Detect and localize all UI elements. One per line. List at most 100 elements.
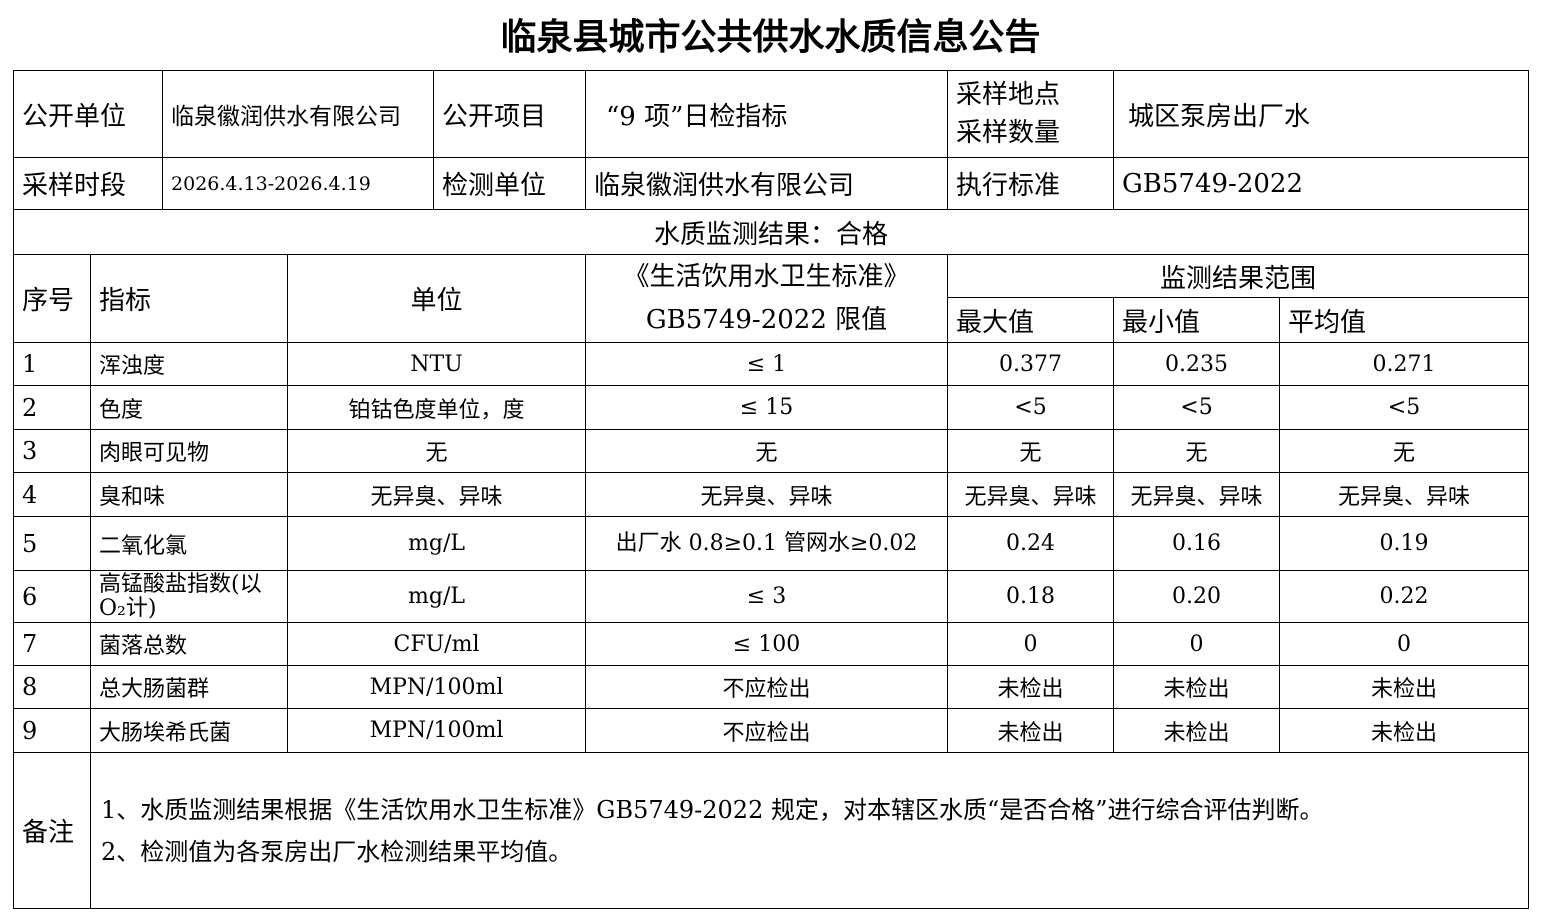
remarks-label: 备注 (13, 752, 91, 909)
header-limit-code: GB5749-2022 限值 (645, 304, 888, 335)
limit: 无异臭、异味 (585, 472, 949, 517)
period-label: 采样时段 (12, 157, 164, 210)
avg-value: 0.22 (1279, 570, 1530, 623)
min-value: 0.16 (1113, 516, 1281, 571)
row-number: 7 (13, 622, 91, 666)
indicator: 色度 (89, 385, 289, 430)
limit: 不应检出 (585, 708, 949, 753)
max-value: <5 (947, 385, 1115, 430)
water-quality-table: 公开单位 临泉徽润供水有限公司 公开项目 “9 项”日检指标 采样地点 采样数量… (12, 70, 1530, 909)
header-indicator: 指标 (89, 254, 289, 343)
table-row: 5 二氧化氯 mg/L 出厂水 0.8≥0.1 管网水≥0.02 0.24 0.16 0.1… (13, 516, 1530, 571)
sampling-label: 采样地点 采样数量 (947, 70, 1115, 158)
period-value: 2026.4.13-2026.4.19 (162, 157, 435, 210)
indicator: 大肠埃希氏菌 (89, 708, 289, 753)
header-min: 最小值 (1113, 297, 1281, 343)
table-row: 2 色度 铂钴色度单位，度 ≤ 15 <5 <5 <5 (13, 385, 1530, 430)
row-number: 4 (13, 472, 91, 517)
table-row: 9 大肠埃希氏菌 MPN/100ml 不应检出 未检出 未检出 未检出 (13, 708, 1530, 753)
min-value: 无 (1113, 429, 1281, 473)
table-row: 3 肉眼可见物无无无无无 (13, 429, 1530, 473)
header-row-1: 序号 指标 单位 《生活饮用水卫生标准》 GB5749-2022 限值 监测结果… (13, 254, 1530, 343)
table-row: 7 菌落总数 CFU/ml ≤ 100 0 0 0 (13, 622, 1530, 666)
unit: 铂钴色度单位，度 (287, 385, 587, 430)
unit: mg/L (287, 570, 587, 623)
limit: ≤ 3 (585, 570, 949, 623)
row-number: 5 (13, 516, 91, 571)
row-number: 3 (13, 429, 91, 473)
min-value: 0 (1113, 622, 1281, 666)
indicator: 肉眼可见物 (89, 429, 289, 473)
result-row: 水质监测结果：合格 (12, 209, 1530, 255)
header-limit-standard: 《生活饮用水卫生标准》 (623, 261, 910, 292)
standard-label: 执行标准 (947, 157, 1115, 210)
header-unit: 单位 (287, 254, 587, 343)
sampling-location-label: 采样地点 (956, 80, 1061, 110)
max-value: 无 (947, 429, 1115, 473)
limit: ≤ 15 (585, 385, 949, 430)
unit: MPN/100ml (287, 708, 587, 753)
table-row: 1 浑浊度 NTU ≤ 1 0.377 0.235 0.271 (13, 342, 1530, 386)
info-row-2: 采样时段 2026.4.13-2026.4.19 检测单位 临泉徽润供水有限公司… (12, 157, 1530, 210)
header-range: 监测结果范围 (947, 254, 1530, 298)
remark-1: 1、水质监测结果根据《生活饮用水卫生标准》GB5749-2022 规定，对本辖区… (101, 795, 1324, 824)
avg-value: 0 (1279, 622, 1530, 666)
max-value: 0 (947, 622, 1115, 666)
lab-label: 检测单位 (433, 157, 587, 210)
indicator: 总大肠菌群 (89, 665, 289, 709)
unit: NTU (287, 342, 587, 386)
max-value: 0.24 (947, 516, 1115, 571)
min-value: 未检出 (1113, 665, 1281, 709)
max-value: 0.377 (947, 342, 1115, 386)
avg-value: 0.271 (1279, 342, 1530, 386)
avg-value: 无异臭、异味 (1279, 472, 1530, 517)
standard-value: GB5749-2022 (1113, 157, 1530, 210)
max-value: 无异臭、异味 (947, 472, 1115, 517)
indicator: 菌落总数 (89, 622, 289, 666)
sampling-count-label: 采样数量 (956, 118, 1061, 148)
max-value: 未检出 (947, 708, 1115, 753)
indicator: 浑浊度 (89, 342, 289, 386)
avg-value: 未检出 (1279, 708, 1530, 753)
limit: 不应检出 (585, 665, 949, 709)
remarks-text: 1、水质监测结果根据《生活饮用水卫生标准》GB5749-2022 规定，对本辖区… (89, 752, 1530, 909)
avg-value: 0.19 (1279, 516, 1530, 571)
limit: ≤ 1 (585, 342, 949, 386)
header-max: 最大值 (947, 297, 1115, 343)
limit: 出厂水 0.8≥0.1 管网水≥0.02 (585, 516, 949, 571)
table-row: 6 高锰酸盐指数(以O₂计) mg/L ≤ 3 0.18 0.20 0.22 (13, 570, 1530, 623)
publisher-value: 临泉徽润供水有限公司 (162, 70, 435, 158)
remark-2: 2、检测值为各泵房出厂水检测结果平均值。 (101, 837, 573, 866)
unit: CFU/ml (287, 622, 587, 666)
unit: mg/L (287, 516, 587, 571)
remarks-row: 备注 1、水质监测结果根据《生活饮用水卫生标准》GB5749-2022 规定，对… (13, 752, 1530, 909)
row-number: 9 (13, 708, 91, 753)
indicator: 臭和味 (89, 472, 289, 517)
limit: 无 (585, 429, 949, 473)
table-row: 4 臭和味 无异臭、异味 无异臭、异味 无异臭、异味 无异臭、异味 无异臭、异味 (13, 472, 1530, 517)
row-number: 2 (13, 385, 91, 430)
item-label: 公开项目 (433, 70, 587, 158)
sampling-value: 城区泵房出厂水 (1113, 70, 1530, 158)
indicator: 高锰酸盐指数(以O₂计) (89, 570, 289, 623)
max-value: 未检出 (947, 665, 1115, 709)
header-avg: 平均值 (1279, 297, 1530, 343)
min-value: 0.235 (1113, 342, 1281, 386)
row-number: 6 (13, 570, 91, 623)
unit: 无异臭、异味 (287, 472, 587, 517)
header-no: 序号 (13, 254, 91, 343)
min-value: 未检出 (1113, 708, 1281, 753)
row-number: 1 (13, 342, 91, 386)
unit: 无 (287, 429, 587, 473)
avg-value: 未检出 (1279, 665, 1530, 709)
avg-value: <5 (1279, 385, 1530, 430)
unit: MPN/100ml (287, 665, 587, 709)
item-value: “9 项”日检指标 (585, 70, 949, 158)
lab-value: 临泉徽润供水有限公司 (585, 157, 949, 210)
indicator: 二氧化氯 (89, 516, 289, 571)
max-value: 0.18 (947, 570, 1115, 623)
info-row-1: 公开单位 临泉徽润供水有限公司 公开项目 “9 项”日检指标 采样地点 采样数量… (12, 70, 1530, 158)
min-value: 0.20 (1113, 570, 1281, 623)
header-row-2: 最大值 最小值 平均值 (14, 297, 1530, 343)
header-limit: 《生活饮用水卫生标准》 GB5749-2022 限值 (585, 254, 949, 343)
